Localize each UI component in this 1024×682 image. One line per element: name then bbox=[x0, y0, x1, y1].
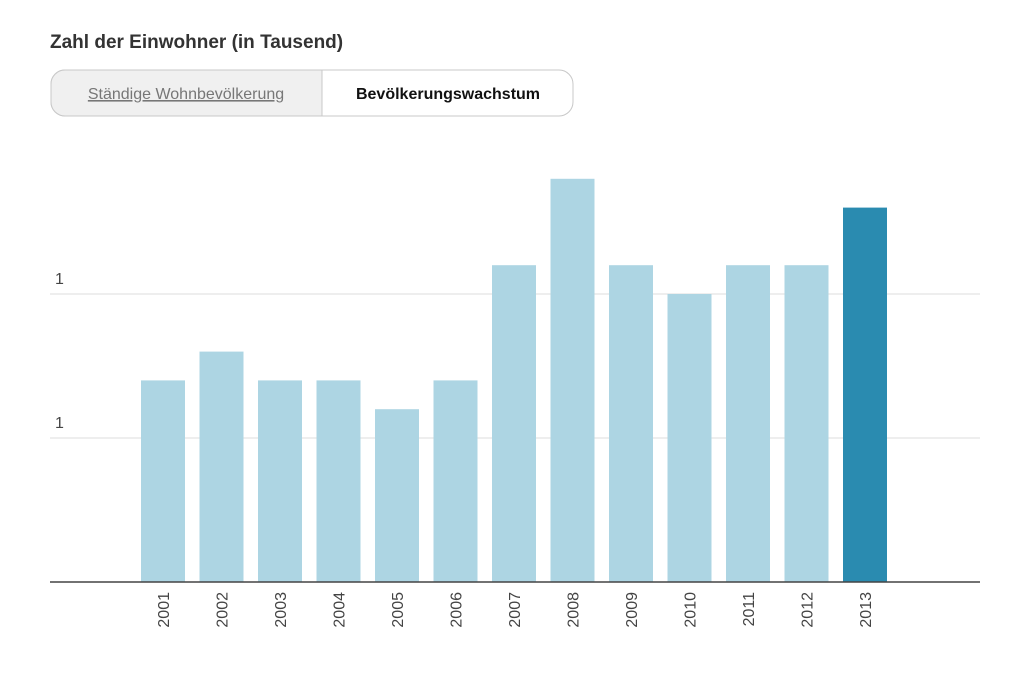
x-tick-label: 2011 bbox=[741, 592, 758, 627]
bar bbox=[492, 265, 536, 582]
x-tick-label: 2006 bbox=[449, 592, 466, 628]
x-tick-label: 2003 bbox=[273, 592, 290, 628]
x-tick-label: 2013 bbox=[858, 592, 875, 628]
bar bbox=[667, 294, 712, 582]
x-tick-label: 2008 bbox=[566, 592, 583, 628]
x-tick-label: 2012 bbox=[800, 592, 817, 628]
x-tick-label: 2010 bbox=[683, 592, 700, 628]
y-tick-label: 1 bbox=[55, 415, 64, 432]
tab-inactive-bg bbox=[50, 69, 323, 117]
bar bbox=[375, 409, 419, 582]
y-tick-label: 1 bbox=[55, 271, 64, 288]
bar bbox=[843, 207, 887, 582]
bar bbox=[316, 380, 361, 582]
tab-active[interactable]: Bevölkerungswachstum bbox=[356, 86, 540, 103]
chart-title: Zahl der Einwohner (in Tausend) bbox=[50, 32, 343, 53]
bar bbox=[726, 265, 770, 582]
bar bbox=[433, 380, 478, 582]
x-tick-label: 2004 bbox=[332, 592, 349, 628]
x-tick-label: 2009 bbox=[624, 592, 641, 628]
bar bbox=[550, 178, 595, 583]
bar bbox=[258, 380, 302, 582]
bar bbox=[609, 265, 653, 582]
x-tick-label: 2001 bbox=[156, 592, 173, 628]
bar bbox=[199, 351, 244, 582]
tab[interactable]: Ständige Wohnbevölkerung bbox=[88, 86, 284, 103]
bar bbox=[141, 380, 185, 582]
x-tick-label: 2005 bbox=[390, 592, 407, 628]
bar bbox=[784, 265, 829, 582]
x-tick-label: 2007 bbox=[507, 592, 524, 628]
tab-group: Ständige Wohnbevölkerung Bevölkerungswac… bbox=[50, 69, 574, 117]
x-tick-label: 2002 bbox=[215, 592, 232, 628]
